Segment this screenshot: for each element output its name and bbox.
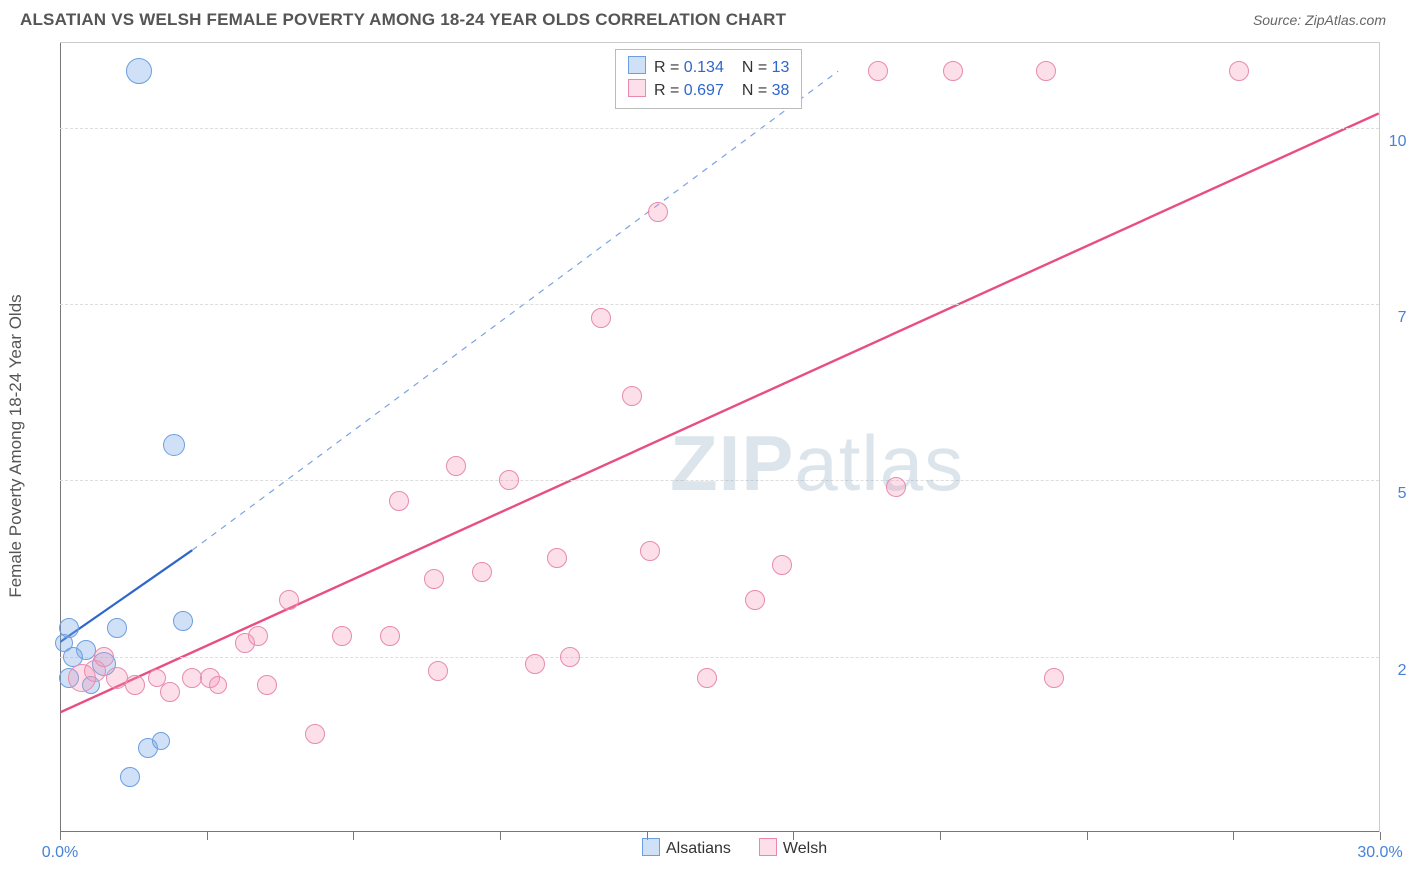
- data-point: [648, 202, 668, 222]
- data-point: [279, 590, 299, 610]
- source-label: Source:: [1253, 12, 1305, 28]
- data-point: [745, 590, 765, 610]
- series-legend-label: Alsatians: [666, 840, 731, 857]
- regression-legend: R = 0.134 N = 13 R = 0.697 N = 38: [615, 49, 802, 109]
- data-point: [332, 626, 352, 646]
- data-point: [94, 647, 114, 667]
- data-point: [107, 618, 127, 638]
- data-point: [622, 386, 642, 406]
- regression-legend-row: R = 0.134 N = 13: [628, 56, 789, 79]
- scatter-plot-area: 25.0%50.0%75.0%100.0%0.0%30.0%ZIPatlasR …: [60, 42, 1380, 832]
- watermark: ZIPatlas: [670, 418, 964, 509]
- data-point: [380, 626, 400, 646]
- data-point: [305, 724, 325, 744]
- data-point: [173, 611, 193, 631]
- data-point: [640, 541, 660, 561]
- data-point: [248, 626, 268, 646]
- data-point: [591, 308, 611, 328]
- r-value: 0.134: [684, 59, 724, 76]
- x-tick: [940, 832, 941, 840]
- data-point: [499, 470, 519, 490]
- x-tick: [60, 832, 61, 840]
- y-axis: [60, 43, 61, 832]
- data-point: [126, 58, 152, 84]
- x-tick: [207, 832, 208, 840]
- n-value: 38: [772, 82, 790, 99]
- data-point: [697, 668, 717, 688]
- data-point: [428, 661, 448, 681]
- series-legend-item: Alsatians: [642, 840, 731, 857]
- y-tick-label: 75.0%: [1383, 309, 1406, 327]
- x-tick: [500, 832, 501, 840]
- data-point: [163, 434, 185, 456]
- x-tick: [1233, 832, 1234, 840]
- legend-swatch: [759, 838, 777, 856]
- n-label: N =: [742, 82, 772, 99]
- data-point: [125, 675, 145, 695]
- legend-swatch: [642, 838, 660, 856]
- data-point: [424, 569, 444, 589]
- legend-swatch: [628, 79, 646, 97]
- n-value: 13: [772, 59, 790, 76]
- data-point: [152, 732, 170, 750]
- legend-swatch: [628, 56, 646, 74]
- data-point: [547, 548, 567, 568]
- data-point: [525, 654, 545, 674]
- y-tick-label: 100.0%: [1383, 133, 1406, 151]
- x-tick-label: 30.0%: [1357, 844, 1402, 862]
- regression-line: [60, 113, 1378, 712]
- chart-title: ALSATIAN VS WELSH FEMALE POVERTY AMONG 1…: [20, 10, 786, 30]
- x-axis: [60, 831, 1379, 832]
- r-value: 0.697: [684, 82, 724, 99]
- y-axis-title: Female Poverty Among 18-24 Year Olds: [6, 294, 26, 597]
- gridline-h: [60, 128, 1379, 129]
- x-tick: [1087, 832, 1088, 840]
- x-tick: [353, 832, 354, 840]
- r-label: R =: [654, 82, 684, 99]
- x-tick: [1380, 832, 1381, 840]
- data-point: [1044, 668, 1064, 688]
- series-legend-item: Welsh: [759, 840, 827, 857]
- y-tick-label: 50.0%: [1383, 485, 1406, 503]
- regression-legend-row: R = 0.697 N = 38: [628, 79, 789, 102]
- r-label: R =: [654, 59, 684, 76]
- data-point: [560, 647, 580, 667]
- data-point: [389, 491, 409, 511]
- data-point: [943, 61, 963, 81]
- data-point: [120, 767, 140, 787]
- chart-header: ALSATIAN VS WELSH FEMALE POVERTY AMONG 1…: [0, 0, 1406, 34]
- regression-lines-layer: [60, 43, 1379, 832]
- gridline-h: [60, 480, 1379, 481]
- data-point: [160, 682, 180, 702]
- n-label: N =: [742, 59, 772, 76]
- data-point: [257, 675, 277, 695]
- data-point: [472, 562, 492, 582]
- data-point: [886, 477, 906, 497]
- data-point: [1036, 61, 1056, 81]
- series-legend-label: Welsh: [783, 840, 827, 857]
- x-tick-label: 0.0%: [42, 844, 78, 862]
- gridline-h: [60, 304, 1379, 305]
- data-point: [55, 634, 73, 652]
- data-point: [772, 555, 792, 575]
- data-point: [1229, 61, 1249, 81]
- y-tick-label: 25.0%: [1383, 662, 1406, 680]
- data-point: [209, 676, 227, 694]
- data-point: [446, 456, 466, 476]
- gridline-h: [60, 657, 1379, 658]
- source-value: ZipAtlas.com: [1305, 12, 1386, 28]
- series-legend: Alsatians Welsh: [642, 838, 855, 858]
- data-point: [868, 61, 888, 81]
- chart-source: Source: ZipAtlas.com: [1253, 12, 1386, 28]
